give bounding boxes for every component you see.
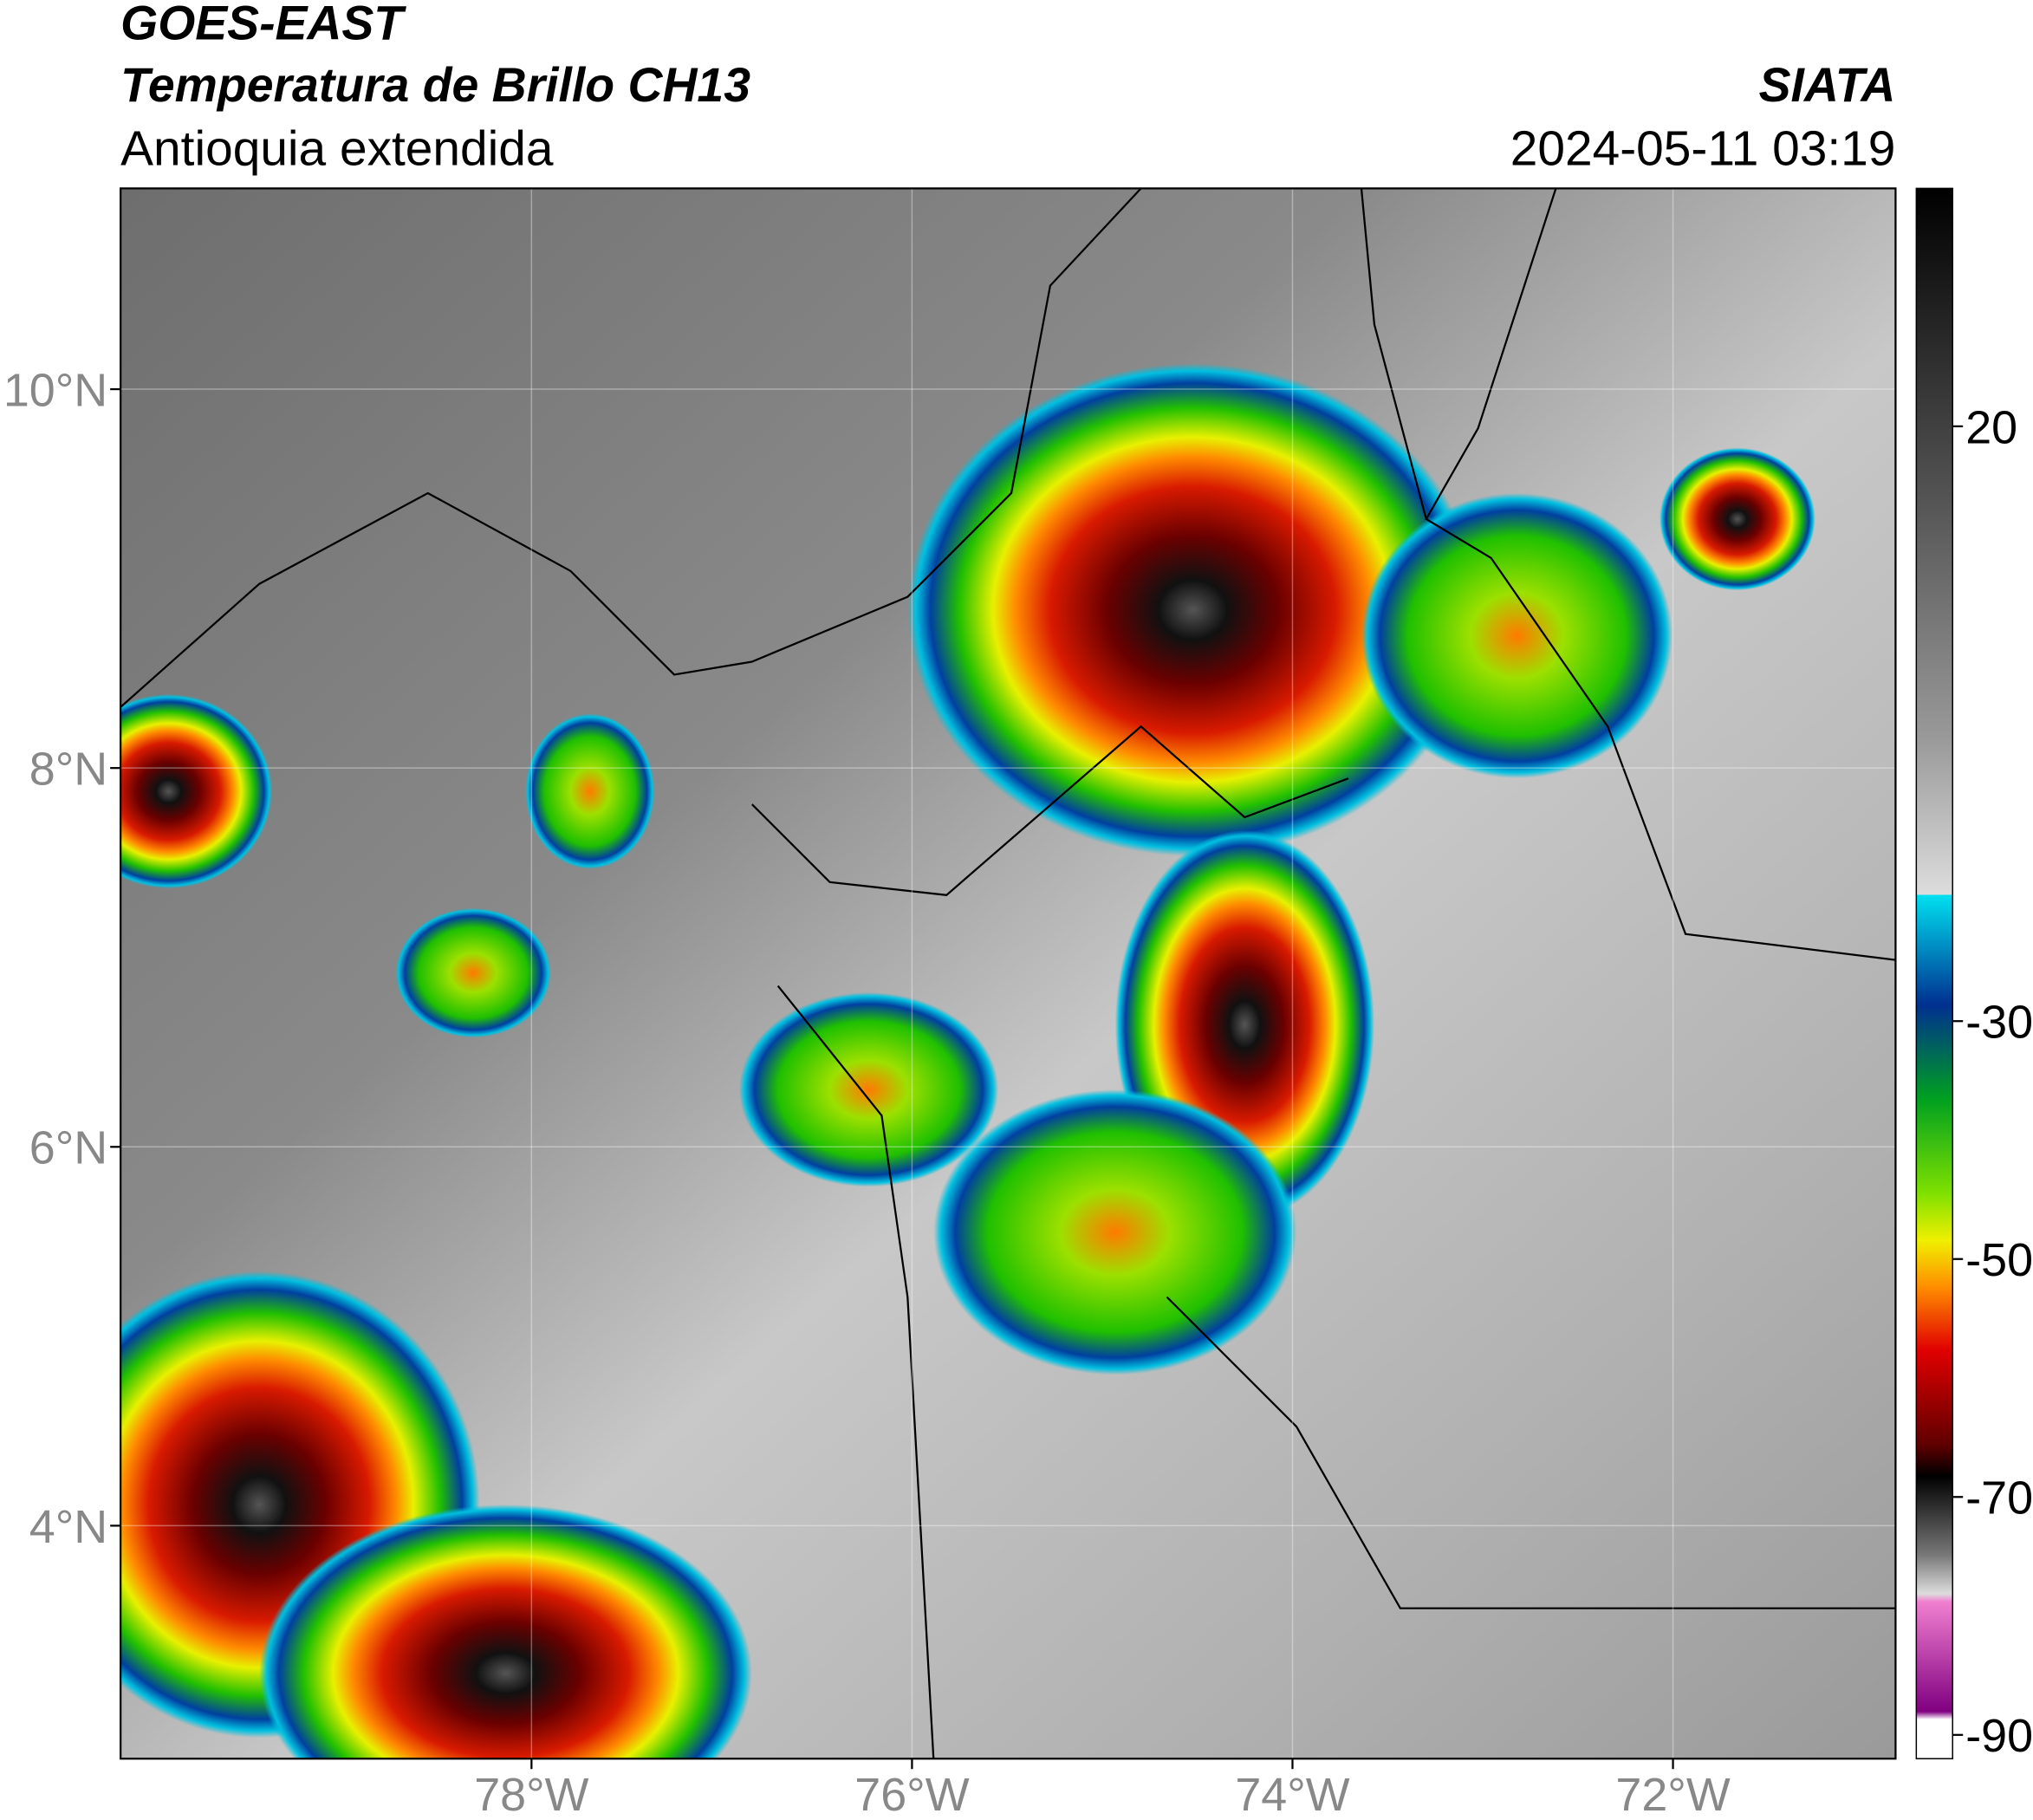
storm-cell (738, 992, 999, 1187)
storm-cell (1660, 447, 1815, 591)
agency: SIATA (1759, 58, 1896, 112)
satellite-image (120, 188, 1896, 1759)
map-frame (120, 187, 1897, 1760)
y-tick-label: 6°N (29, 1122, 107, 1174)
x-tick-label: 74°W (1235, 1769, 1349, 1820)
x-tick-label: 72°W (1615, 1769, 1730, 1820)
storm-cell (395, 907, 551, 1038)
borders (120, 188, 1896, 1759)
datetime: 2024-05-11 03:19 (1510, 121, 1896, 176)
satellite: GOES-EAST (120, 0, 406, 49)
graticule (120, 188, 1896, 1759)
colorbar (1915, 187, 1953, 1759)
product: Temperatura de Brillo CH13 (120, 58, 750, 112)
storm-cell (1361, 492, 1673, 779)
colorbar-label: -90 (1965, 1710, 2033, 1762)
y-tick-label: 10°N (3, 365, 107, 417)
region: Antioquia extendida (120, 121, 554, 176)
x-tick-label: 76°W (854, 1769, 969, 1820)
storm-cell (524, 713, 655, 869)
storm-cell (120, 693, 273, 889)
storm-cell (259, 1505, 752, 1759)
colorbar-label: -30 (1965, 997, 2033, 1049)
colorbar-label: -50 (1965, 1234, 2033, 1286)
colorbar-label: -70 (1965, 1472, 2033, 1524)
storm-cell (933, 1089, 1297, 1375)
y-tick-label: 4°N (29, 1501, 107, 1553)
x-tick-label: 78°W (474, 1769, 588, 1820)
colorbar-label: 20 (1965, 401, 2017, 453)
y-tick-label: 8°N (29, 744, 107, 796)
storm-cell (907, 363, 1478, 856)
